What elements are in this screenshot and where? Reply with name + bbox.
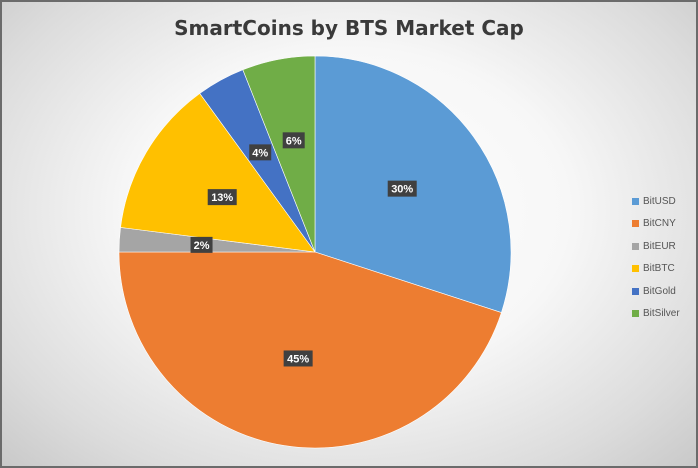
- legend-swatch: [632, 197, 639, 205]
- data-label-text: 6%: [286, 135, 302, 147]
- legend-label: BitSilver: [643, 308, 680, 320]
- data-label-bitcny: 45%: [283, 350, 313, 367]
- chart-legend: BitUSD BitCNY BitEUR BitBTC BitGold BitSilver: [632, 190, 694, 325]
- data-label-text: 13%: [211, 192, 233, 204]
- data-label-bitsilver: 6%: [282, 132, 305, 149]
- data-label-box: [249, 144, 272, 161]
- pie-slice-bitcny: [118, 251, 502, 449]
- data-label-box: [283, 350, 313, 367]
- legend-swatch: [632, 242, 639, 250]
- data-label-bitusd: 30%: [387, 180, 417, 197]
- data-label-bitgold: 4%: [249, 144, 272, 161]
- legend-item-bitsilver: BitSilver: [632, 303, 694, 326]
- data-label-text: 4%: [252, 147, 268, 159]
- legend-label: BitUSD: [643, 195, 676, 207]
- data-label-text: 45%: [287, 353, 309, 365]
- legend-item-bitbtc: BitBTC: [632, 258, 694, 281]
- data-label-biteur: 2%: [190, 236, 213, 253]
- legend-swatch: [632, 287, 639, 295]
- legend-label: BitCNY: [643, 218, 676, 230]
- pie-slice-bitbtc: [120, 93, 316, 253]
- legend-item-bitgold: BitGold: [632, 280, 694, 303]
- data-label-text: 2%: [194, 240, 210, 252]
- chart-title: SmartCoins by BTS Market Cap: [174, 16, 524, 40]
- data-label-bitbtc: 13%: [207, 189, 237, 206]
- legend-swatch: [632, 220, 639, 228]
- legend-swatch: [632, 310, 639, 318]
- data-label-box: [387, 180, 417, 197]
- data-label-box: [207, 189, 237, 206]
- legend-item-biteur: BitEUR: [632, 235, 694, 258]
- legend-item-bitusd: BitUSD: [632, 190, 694, 213]
- data-label-box: [282, 132, 305, 149]
- legend-item-bitcny: BitCNY: [632, 213, 694, 236]
- legend-label: BitBTC: [643, 263, 675, 275]
- legend-swatch: [632, 265, 639, 273]
- pie-slice-bitsilver: [242, 55, 316, 253]
- legend-label: BitEUR: [643, 240, 676, 252]
- data-label-text: 30%: [391, 184, 413, 196]
- data-label-box: [190, 236, 213, 253]
- legend-label: BitGold: [643, 285, 676, 297]
